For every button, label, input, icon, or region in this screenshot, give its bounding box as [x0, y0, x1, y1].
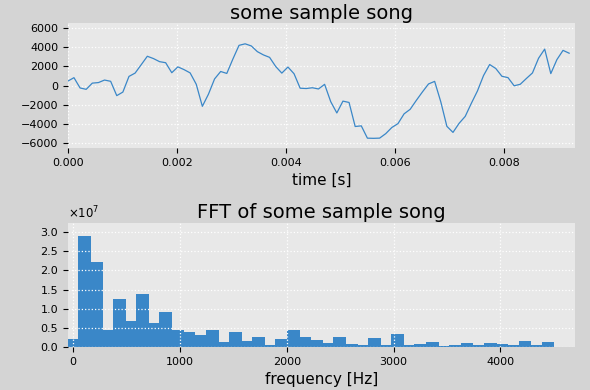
Bar — [287, 330, 300, 347]
Bar — [368, 339, 381, 347]
Bar — [356, 345, 369, 347]
Bar — [333, 337, 346, 347]
Bar — [78, 236, 91, 347]
Bar — [449, 345, 462, 347]
Bar — [391, 333, 404, 347]
Bar — [241, 340, 253, 347]
Bar — [542, 342, 555, 347]
Bar — [322, 343, 335, 347]
Bar — [403, 344, 415, 347]
Bar — [171, 330, 184, 347]
Bar — [101, 330, 114, 347]
Bar — [496, 344, 508, 347]
Title: some sample song: some sample song — [230, 4, 413, 23]
Bar — [426, 342, 438, 347]
Bar — [90, 262, 103, 347]
Bar — [345, 344, 358, 347]
Bar — [264, 344, 277, 347]
Bar — [113, 300, 126, 347]
Bar — [530, 345, 543, 347]
Bar — [159, 312, 172, 347]
Bar — [519, 341, 532, 347]
Bar — [461, 343, 473, 347]
Bar — [299, 337, 311, 347]
Bar — [310, 340, 323, 347]
X-axis label: frequency [Hz]: frequency [Hz] — [265, 372, 378, 387]
Bar — [194, 335, 207, 347]
Bar — [148, 323, 160, 347]
Bar — [507, 344, 520, 347]
Bar — [484, 343, 497, 347]
Bar — [276, 339, 288, 347]
Bar — [183, 332, 195, 347]
Bar — [379, 345, 392, 347]
Bar — [437, 346, 450, 347]
Bar — [67, 339, 80, 347]
Bar — [472, 345, 485, 347]
X-axis label: time [s]: time [s] — [292, 173, 351, 188]
Bar — [206, 330, 218, 347]
Bar — [414, 344, 427, 347]
Bar — [136, 294, 149, 347]
Text: $\times10^7$: $\times10^7$ — [68, 205, 99, 222]
Bar — [124, 321, 137, 347]
Bar — [252, 337, 265, 347]
Title: FFT of some sample song: FFT of some sample song — [197, 204, 446, 222]
Bar — [229, 332, 242, 347]
Bar — [217, 342, 230, 347]
